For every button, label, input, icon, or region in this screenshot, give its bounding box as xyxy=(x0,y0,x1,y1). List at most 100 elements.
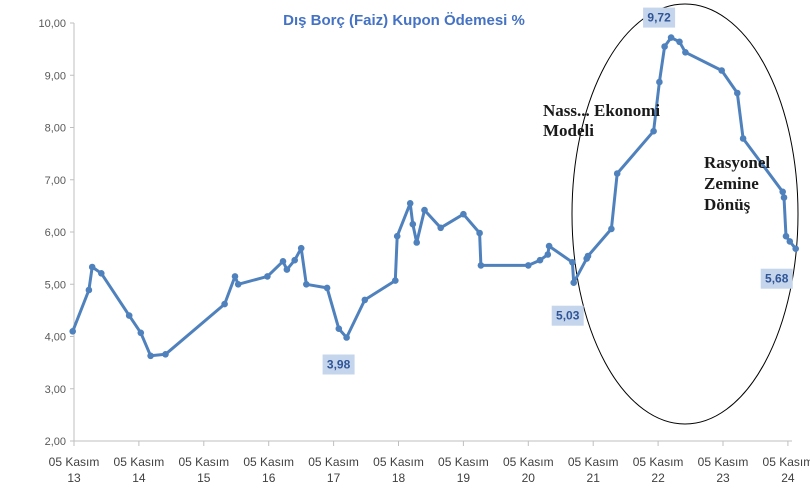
data-point xyxy=(667,34,675,41)
data-point xyxy=(406,200,414,207)
annotation-model-line-2: Modeli xyxy=(543,121,594,140)
chart-title: Dış Borç (Faiz) Kupon Ödemesi % xyxy=(283,12,525,29)
y-tick-label: 2,00 xyxy=(45,436,66,448)
data-point xyxy=(335,325,343,333)
data-point xyxy=(323,284,331,292)
series-line xyxy=(71,36,798,358)
data-label: 3,98 xyxy=(327,358,351,372)
data-point xyxy=(779,188,786,196)
x-tick-label-year: 18 xyxy=(392,471,406,485)
data-label-box xyxy=(551,305,584,326)
x-tick-label-year: 22 xyxy=(651,471,665,485)
highlight-ellipse xyxy=(571,3,799,425)
annotation-rational: Rasyonel Zemine Dönüş xyxy=(704,153,774,214)
annotation-rational-line-1: Rasyonel xyxy=(704,153,770,172)
x-tick-label: 05 Kasım xyxy=(568,455,619,469)
data-point xyxy=(608,225,615,233)
data-labels-layer: 3,98 5,03 9,72 5,68 xyxy=(322,7,793,375)
data-point xyxy=(137,329,145,337)
data-point xyxy=(69,328,76,335)
data-point xyxy=(392,277,399,284)
data-point xyxy=(221,300,228,308)
data-point xyxy=(85,286,93,294)
data-point xyxy=(303,281,310,288)
annotation-rational-line-3: Dönüş xyxy=(704,195,751,214)
data-point xyxy=(98,270,105,277)
x-tick-label-year: 15 xyxy=(197,471,211,485)
data-point xyxy=(661,43,668,50)
data-point xyxy=(545,242,553,250)
x-tick-label-year: 21 xyxy=(587,471,601,485)
y-tick-label: 7,00 xyxy=(45,175,66,187)
data-point xyxy=(792,245,799,252)
data-point xyxy=(734,89,741,97)
x-tick-label: 05 Kasım xyxy=(308,455,359,469)
y-tick-label: 10,00 xyxy=(38,18,66,30)
x-tick-label: 05 Kasım xyxy=(373,455,424,469)
data-point xyxy=(569,259,576,266)
x-tick-label-year: 20 xyxy=(522,471,536,485)
x-tick-label-year: 14 xyxy=(132,471,146,485)
x-tick-label-year: 24 xyxy=(781,471,795,485)
data-point xyxy=(279,258,287,265)
data-point xyxy=(162,351,169,358)
y-tick-label: 4,00 xyxy=(45,332,66,344)
annotation-model: Nass... Ekonomi Modeli xyxy=(543,101,664,140)
data-label-box xyxy=(643,7,676,28)
x-tick-label: 05 Kasım xyxy=(114,455,165,469)
x-tick-label: 05 Kasım xyxy=(698,455,749,469)
data-point xyxy=(231,273,239,280)
data-point xyxy=(786,238,794,245)
x-tick-label-year: 17 xyxy=(327,471,341,485)
data-point xyxy=(650,127,657,135)
series-layer xyxy=(69,34,799,360)
data-label-box xyxy=(760,268,793,289)
x-tick-label-year: 13 xyxy=(67,471,81,485)
data-point xyxy=(570,279,577,287)
y-tick-label: 6,00 xyxy=(45,227,66,239)
data-point xyxy=(421,206,428,214)
x-tick-label: 05 Kasım xyxy=(503,455,554,469)
data-label: 5,68 xyxy=(765,272,789,286)
data-point xyxy=(525,262,532,269)
x-tick-label-year: 19 xyxy=(457,471,471,485)
data-point xyxy=(361,296,369,304)
data-point xyxy=(780,194,788,201)
data-point xyxy=(739,135,747,142)
data-point xyxy=(676,38,683,46)
data-point xyxy=(718,67,725,74)
data-point xyxy=(264,273,271,280)
x-tick-label-year: 16 xyxy=(262,471,276,485)
data-point xyxy=(477,262,485,269)
data-point xyxy=(682,49,689,56)
data-point xyxy=(460,210,467,218)
y-tick-label: 5,00 xyxy=(45,279,66,291)
x-tick-label-year: 23 xyxy=(716,471,730,485)
x-tick-label: 05 Kasım xyxy=(178,455,229,469)
annotation-rational-line-2: Zemine xyxy=(704,174,759,193)
y-axis: 2,00 3,00 4,00 5,00 6,00 7,00 8,00 9,00 10,00 xyxy=(38,18,75,448)
data-point xyxy=(476,229,483,237)
x-tick-label: 05 Kasım xyxy=(438,455,489,469)
data-point xyxy=(544,251,552,258)
data-point xyxy=(584,252,592,260)
x-tick-label: 05 Kasım xyxy=(243,455,294,469)
data-point xyxy=(782,232,790,240)
data-label: 5,03 xyxy=(556,309,580,323)
data-point xyxy=(283,266,291,273)
data-label: 9,72 xyxy=(647,11,671,25)
y-tick-label: 9,00 xyxy=(45,70,66,82)
data-point xyxy=(343,334,350,341)
data-point xyxy=(297,244,305,252)
x-tick-label: 05 Kasım xyxy=(633,455,684,469)
data-point xyxy=(88,263,96,271)
y-tick-label: 3,00 xyxy=(45,384,66,396)
data-point xyxy=(613,170,621,177)
data-point xyxy=(393,232,401,240)
data-point xyxy=(125,312,133,319)
data-point xyxy=(291,256,299,264)
data-point xyxy=(437,224,445,232)
data-point xyxy=(536,256,544,264)
y-tick-label: 8,00 xyxy=(45,123,66,135)
